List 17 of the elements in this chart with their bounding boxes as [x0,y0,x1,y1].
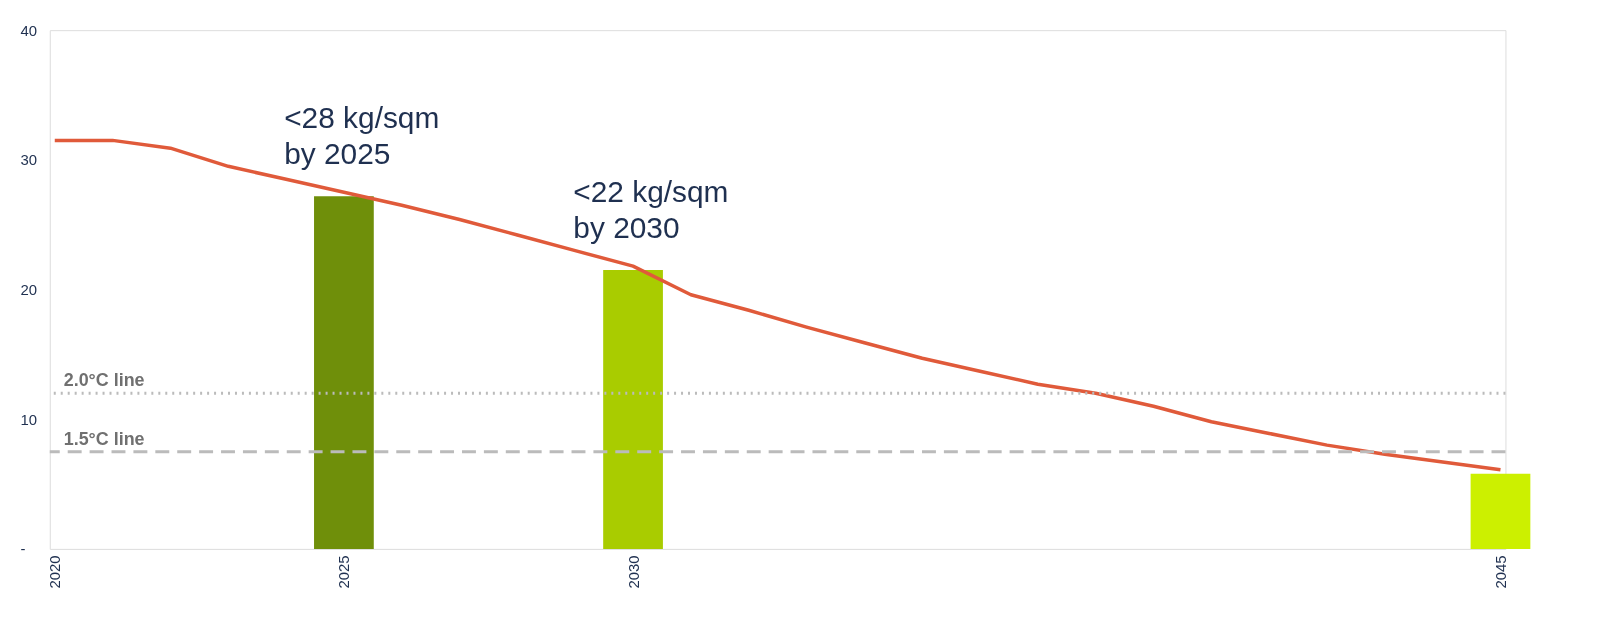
bar [1470,473,1531,549]
annotation: <28 kg/sqm by 2025 [284,101,440,171]
x-tick-label: 2030 [624,555,642,589]
x-tick-label: 2045 [1491,555,1509,589]
y-tick-label: 30 [20,151,38,169]
y-tick-label: 10 [20,410,38,428]
y-tick-label: 20 [20,281,38,298]
y-tick-label: - [20,540,26,558]
x-tick-label: 2020 [46,555,64,589]
ref-line-label: 2.0°C line [63,370,145,391]
bar [314,196,374,549]
line-series [53,138,1503,472]
bar [603,270,663,549]
x-tick-label: 2025 [335,555,353,589]
y-tick-label: 40 [20,21,38,39]
ref-line-label: 1.5°C line [63,428,145,449]
annotation: <22 kg/sqm by 2030 [573,175,729,245]
